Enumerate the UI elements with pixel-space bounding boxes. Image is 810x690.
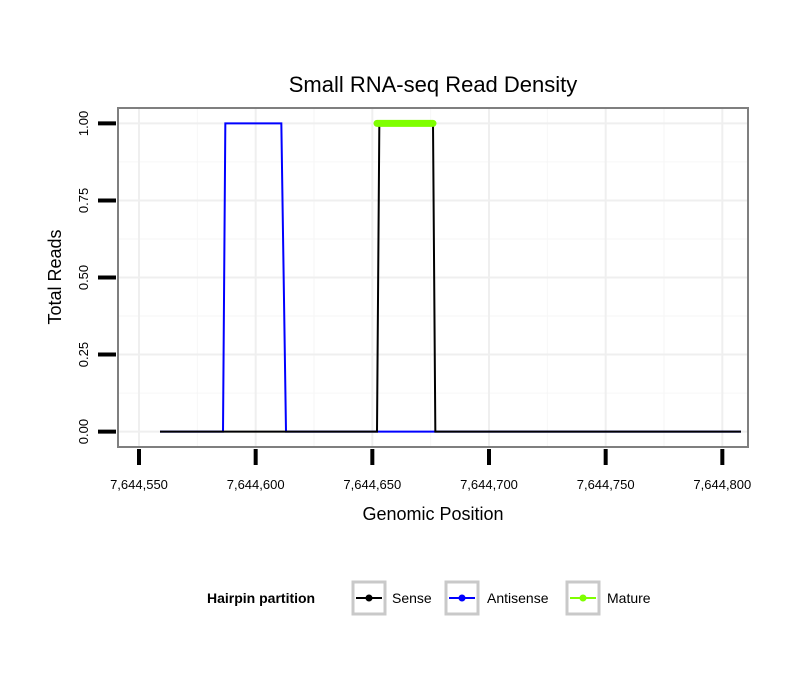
legend-key-point — [365, 594, 373, 602]
y-axis: 0.00 0.25 0.50 0.75 1.00 — [76, 111, 116, 444]
y-tick-label: 0.50 — [76, 265, 91, 290]
legend-key-point — [579, 594, 587, 602]
legend-label-mature: Mature — [607, 590, 651, 606]
legend-label-sense: Sense — [392, 590, 432, 606]
x-tick-label: 7,644,700 — [460, 477, 518, 492]
chart-title: Small RNA-seq Read Density — [289, 72, 578, 97]
x-axis-title: Genomic Position — [362, 504, 503, 524]
x-tick-label: 7,644,650 — [343, 477, 401, 492]
y-tick-label: 1.00 — [76, 111, 91, 136]
legend-label-antisense: Antisense — [487, 590, 549, 606]
x-axis: 7,644,550 7,644,600 7,644,650 7,644,700 7,64… — [110, 449, 751, 492]
x-tick-label: 7,644,600 — [227, 477, 285, 492]
legend-key-point — [458, 594, 466, 602]
series-layer — [160, 119, 741, 433]
y-tick-label: 0.25 — [76, 342, 91, 367]
x-tick-label: 7,644,550 — [110, 477, 168, 492]
x-tick-label: 7,644,750 — [577, 477, 635, 492]
y-tick-label: 0.75 — [76, 188, 91, 213]
x-tick-label: 7,644,800 — [693, 477, 751, 492]
y-tick-label: 0.00 — [76, 419, 91, 444]
legend-title: Hairpin partition — [207, 590, 315, 606]
y-axis-title: Total Reads — [45, 229, 65, 324]
legend: Hairpin partition Sense Antisense Mature — [207, 580, 651, 616]
